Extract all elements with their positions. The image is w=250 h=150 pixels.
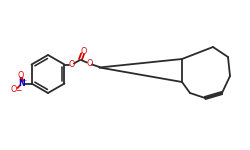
Text: O: O [68,60,75,69]
Text: −: − [15,87,21,96]
Text: N: N [18,79,25,88]
Text: O: O [17,71,24,80]
Text: +: + [21,78,26,84]
Text: O: O [80,47,87,56]
Text: O: O [86,59,93,68]
Text: O: O [11,85,17,94]
